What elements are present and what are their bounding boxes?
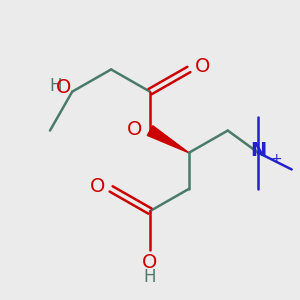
Text: O: O bbox=[194, 57, 210, 76]
Text: O: O bbox=[90, 177, 106, 196]
Text: N: N bbox=[250, 141, 266, 160]
Text: H: H bbox=[144, 268, 156, 286]
Polygon shape bbox=[147, 126, 189, 153]
Text: O: O bbox=[127, 120, 142, 139]
Text: +: + bbox=[271, 152, 282, 167]
Text: O: O bbox=[56, 78, 71, 97]
Text: O: O bbox=[142, 253, 158, 272]
Text: H: H bbox=[50, 77, 62, 95]
